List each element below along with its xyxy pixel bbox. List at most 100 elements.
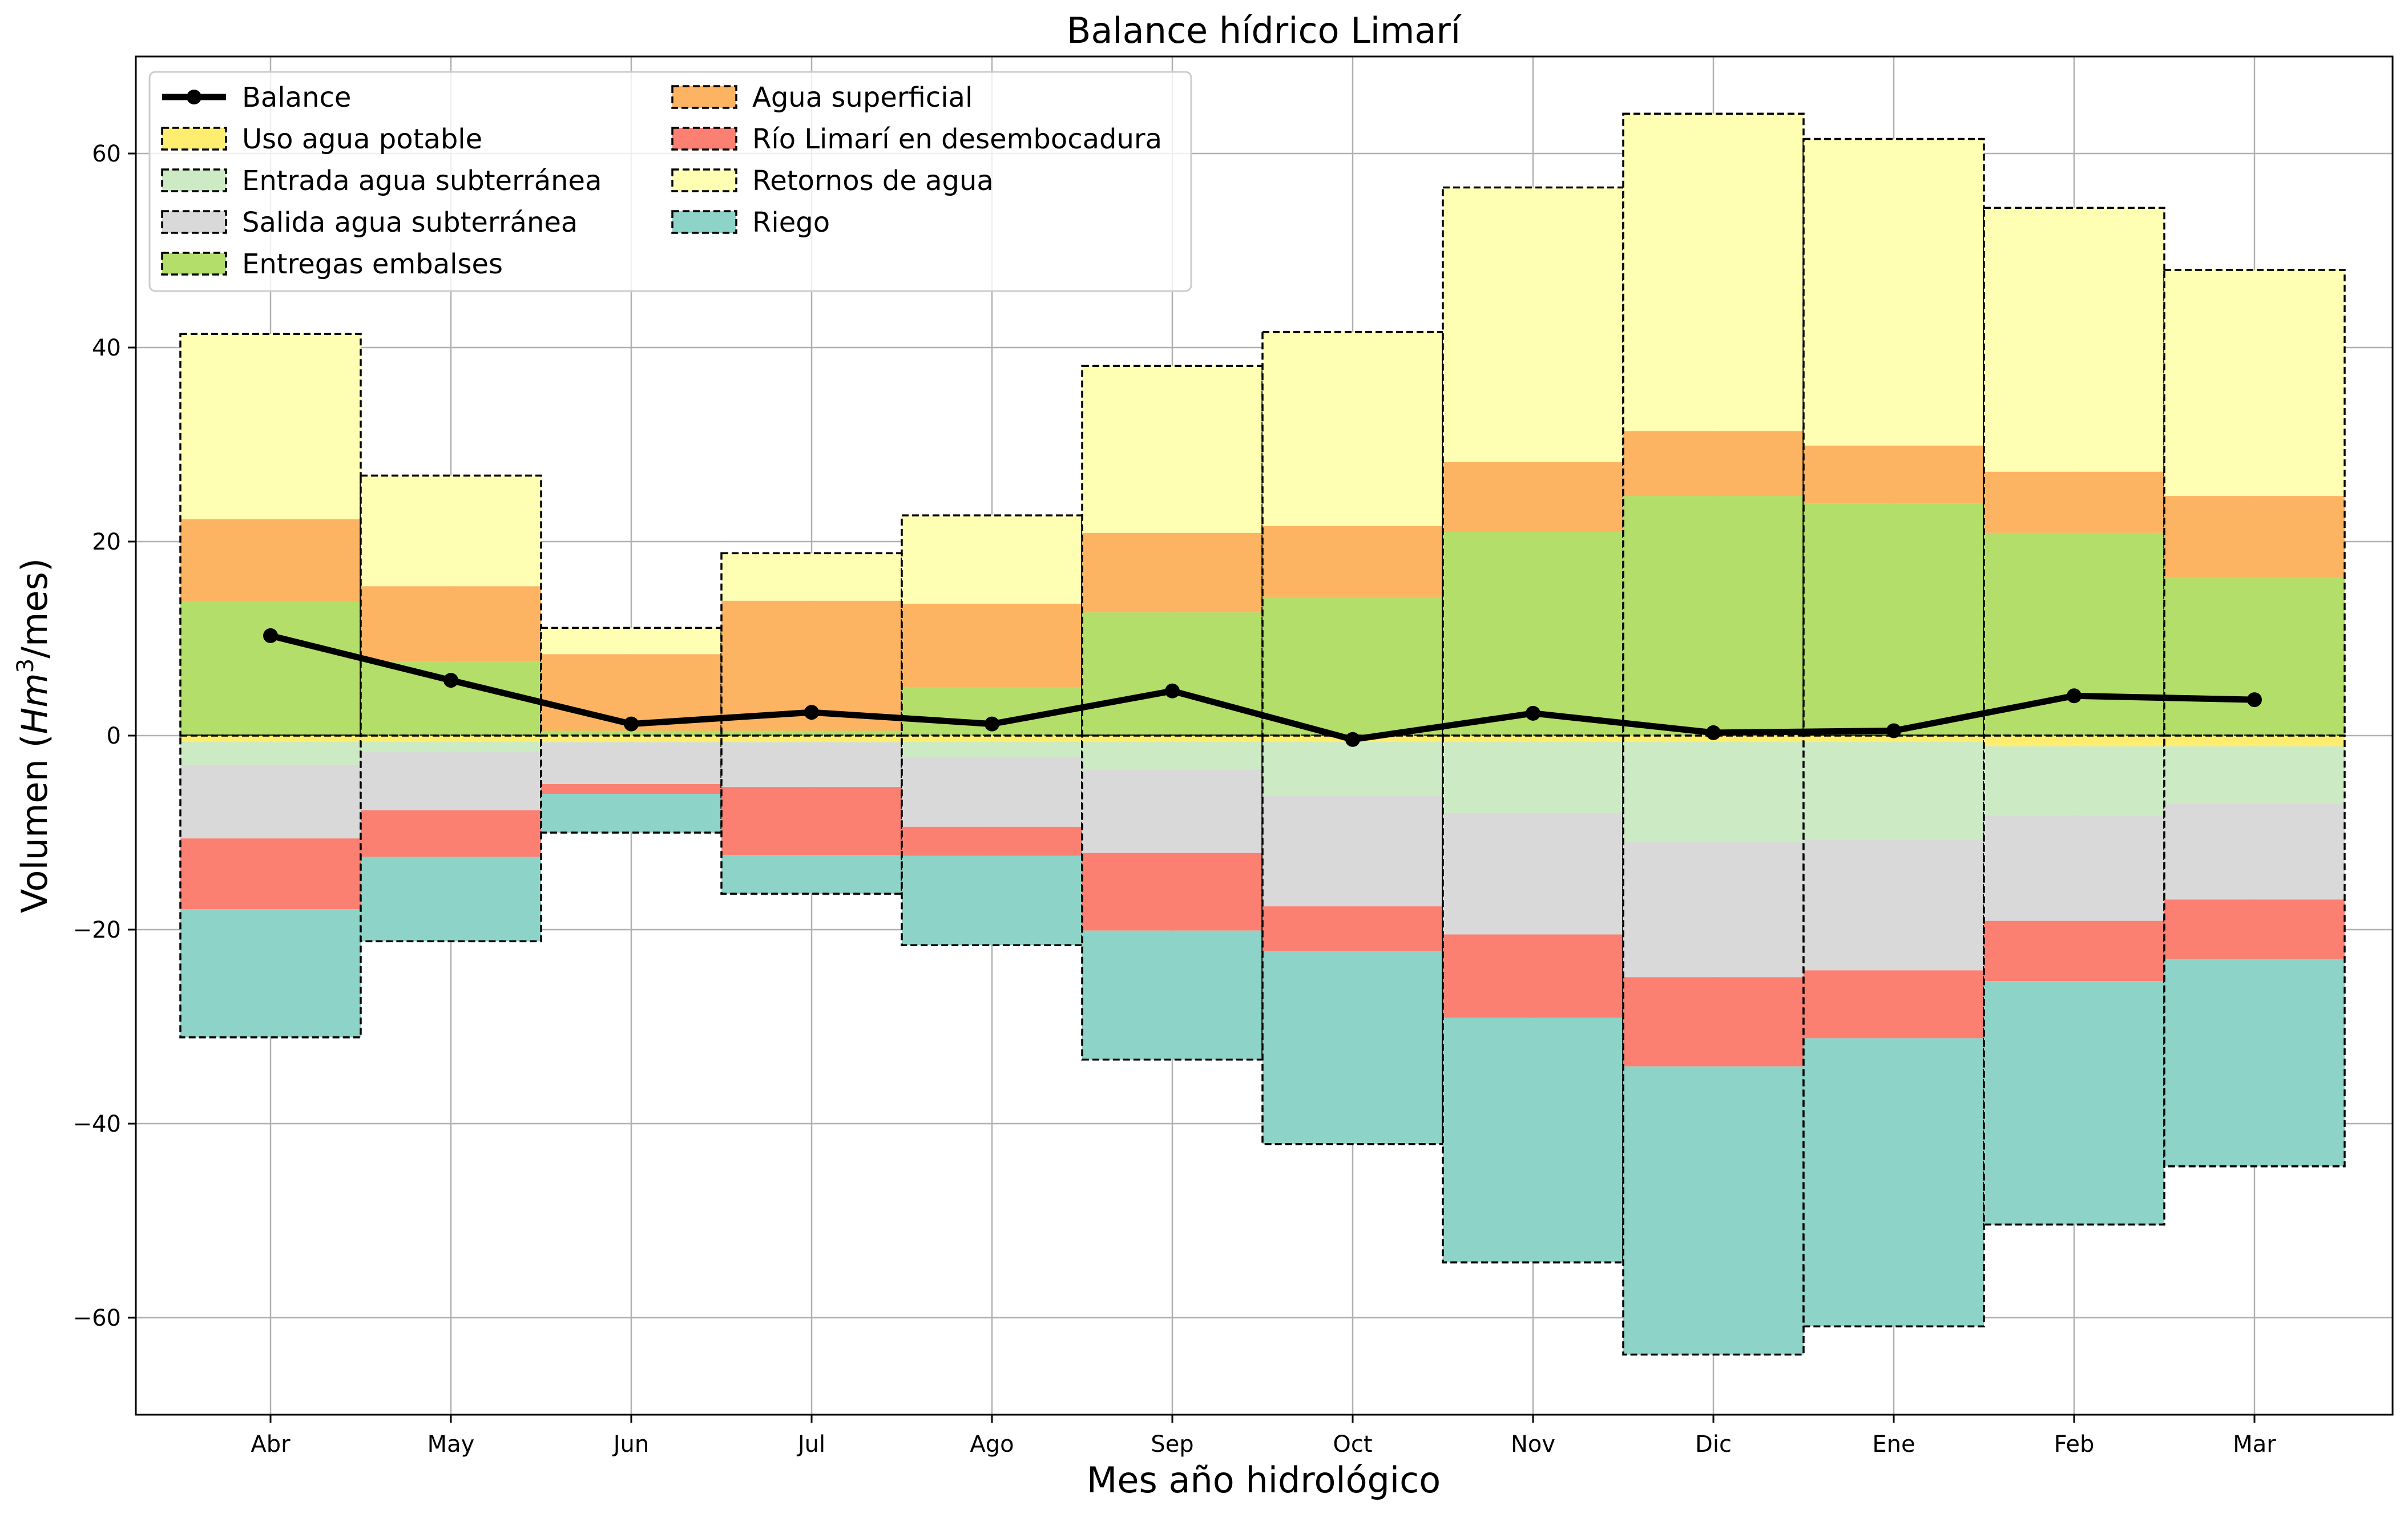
bar-salida-agua-subterr-nea bbox=[1984, 815, 2164, 921]
bar-salida-agua-subterr-nea bbox=[180, 765, 361, 839]
y-axis-label: Volumen (Hm3/mes) bbox=[13, 558, 55, 913]
bar-entrada-agua-subterr-nea bbox=[180, 741, 361, 765]
y-tick-label: −20 bbox=[73, 917, 121, 943]
bar-entrada-agua-subterr-nea bbox=[361, 741, 541, 752]
x-tick-label: Ene bbox=[1872, 1431, 1915, 1458]
legend-patch-swatch bbox=[671, 85, 737, 109]
chart-title: Balance hídrico Limarí bbox=[1067, 10, 1462, 51]
bar-retornos-de-agua bbox=[1263, 332, 1443, 526]
legend-label: Agua superficial bbox=[752, 82, 973, 114]
y-tick-label: −60 bbox=[73, 1305, 121, 1331]
bar-riego bbox=[361, 857, 541, 942]
bar-entrada-agua-subterr-nea bbox=[2164, 746, 2345, 804]
bar-riego bbox=[541, 794, 721, 833]
balance-point bbox=[263, 628, 278, 643]
balance-series bbox=[263, 628, 2262, 747]
bar-entregas-embalses bbox=[2164, 577, 2345, 736]
bar-retornos-de-agua bbox=[1082, 366, 1263, 533]
bar-entrada-agua-subterr-nea bbox=[1443, 741, 1623, 813]
bar-riego bbox=[180, 909, 361, 1037]
bar-salida-agua-subterr-nea bbox=[1623, 842, 1804, 978]
bars bbox=[179, 112, 2346, 1356]
balance-point bbox=[985, 716, 999, 732]
x-tick-label: Oct bbox=[1333, 1431, 1372, 1458]
bar-uso-agua-potable bbox=[2164, 736, 2345, 746]
bar-salida-agua-subterr-nea bbox=[902, 757, 1082, 827]
bar-r-o-limar-en-desembocadura bbox=[721, 787, 902, 855]
bar-agua-superficial bbox=[180, 519, 361, 602]
bar-entrada-agua-subterr-nea bbox=[1623, 741, 1804, 842]
axis-ticks: −60 −40 −20 0 20 40 60 Abr May Jun Jul Ago Sep Oct Nov… bbox=[73, 141, 2277, 1458]
bar-riego bbox=[2164, 959, 2345, 1166]
bar-retornos-de-agua bbox=[1804, 139, 1984, 446]
legend-label: Retornos de agua bbox=[752, 165, 994, 197]
legend-frame bbox=[148, 71, 1192, 292]
legend-marker bbox=[187, 90, 201, 104]
legend-patch-swatch bbox=[161, 210, 227, 234]
bar-retornos-de-agua bbox=[1984, 208, 2164, 472]
negative-stack-outline bbox=[2163, 734, 2346, 1168]
x-tick-label: Jul bbox=[796, 1431, 825, 1458]
bar-agua-superficial bbox=[1984, 471, 2164, 533]
x-tick-label: May bbox=[427, 1431, 475, 1458]
bar-retornos-de-agua bbox=[1623, 114, 1804, 431]
x-tick-label: Jun bbox=[612, 1431, 650, 1458]
bar-retornos-de-agua bbox=[541, 628, 721, 655]
y-tick-label: 40 bbox=[92, 335, 121, 361]
legend-patch-swatch bbox=[671, 168, 737, 192]
y-tick-label: 0 bbox=[107, 723, 121, 749]
x-tick-label: Abr bbox=[251, 1431, 291, 1458]
x-tick-label: Nov bbox=[1511, 1431, 1555, 1458]
bar-entregas-embalses bbox=[1082, 612, 1263, 736]
y-axis-label-unit: Hm bbox=[14, 673, 55, 734]
bar-riego bbox=[1623, 1066, 1804, 1355]
legend-patch-swatch bbox=[161, 127, 227, 151]
bar-entregas-embalses bbox=[1623, 496, 1804, 736]
bar-agua-superficial bbox=[902, 603, 1082, 687]
bar-r-o-limar-en-desembocadura bbox=[180, 838, 361, 910]
balance-point bbox=[624, 716, 639, 732]
bar-salida-agua-subterr-nea bbox=[1804, 839, 1984, 971]
bar-r-o-limar-en-desembocadura bbox=[1804, 970, 1984, 1039]
bar-uso-agua-potable bbox=[1082, 736, 1263, 742]
y-axis-label-tail: /mes) bbox=[14, 558, 55, 659]
negative-stack-outline bbox=[1622, 734, 1805, 1356]
x-tick-label: Mar bbox=[2233, 1431, 2276, 1458]
bar-entrada-agua-subterr-nea bbox=[1082, 741, 1263, 770]
bar-uso-agua-potable bbox=[721, 736, 902, 742]
bar-r-o-limar-en-desembocadura bbox=[361, 810, 541, 857]
bar-entrada-agua-subterr-nea bbox=[1263, 741, 1443, 796]
legend-label: Riego bbox=[752, 207, 830, 239]
bar-retornos-de-agua bbox=[361, 475, 541, 587]
bar-riego bbox=[1263, 951, 1443, 1144]
y-axis-label-exponent: 3 bbox=[13, 659, 39, 673]
y-tick-label: 60 bbox=[92, 141, 121, 167]
bar-riego bbox=[721, 855, 902, 894]
bar-entrada-agua-subterr-nea bbox=[1804, 741, 1984, 839]
bar-entregas-embalses bbox=[180, 601, 361, 736]
bar-agua-superficial bbox=[1623, 431, 1804, 496]
bar-salida-agua-subterr-nea bbox=[1082, 769, 1263, 853]
bar-entrada-agua-subterr-nea bbox=[1984, 746, 2164, 815]
bar-agua-superficial bbox=[1263, 526, 1443, 597]
legend-patch-swatch bbox=[161, 252, 227, 276]
legend-label: Entregas embalses bbox=[242, 248, 503, 280]
x-axis-label: Mes año hidrológico bbox=[1087, 1459, 1441, 1501]
bar-r-o-limar-en-desembocadura bbox=[1082, 853, 1263, 931]
bar-r-o-limar-en-desembocadura bbox=[1263, 906, 1443, 951]
bar-uso-agua-potable bbox=[1443, 736, 1623, 742]
bar-retornos-de-agua bbox=[721, 553, 902, 601]
bar-uso-agua-potable bbox=[902, 736, 1082, 742]
legend-patch-swatch bbox=[671, 127, 737, 151]
balance-point bbox=[443, 673, 458, 688]
balance-point bbox=[804, 705, 819, 720]
bar-entregas-embalses bbox=[721, 730, 902, 736]
balance-point bbox=[1345, 732, 1360, 747]
bar-entrada-agua-subterr-nea bbox=[721, 741, 902, 742]
bar-retornos-de-agua bbox=[180, 334, 361, 519]
negative-stack-outline bbox=[360, 734, 542, 943]
legend-label: Salida agua subterránea bbox=[242, 207, 578, 239]
bar-uso-agua-potable bbox=[180, 736, 361, 742]
bar-agua-superficial bbox=[361, 586, 541, 661]
bar-uso-agua-potable bbox=[1984, 736, 2164, 746]
